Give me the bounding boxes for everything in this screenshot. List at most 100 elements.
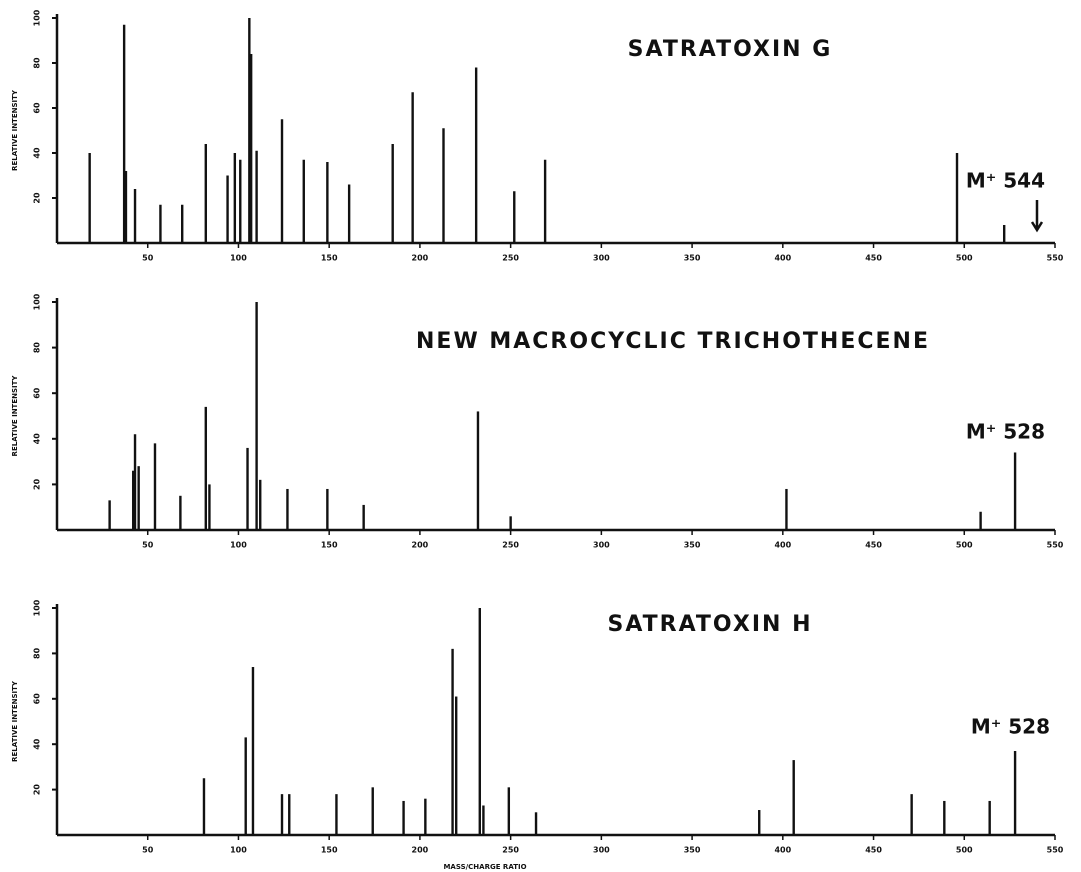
peak bbox=[246, 447, 249, 530]
peak bbox=[233, 153, 237, 243]
x-tick-label: 550 bbox=[1047, 254, 1064, 263]
y-axis-label: RELATIVE INTENSITY bbox=[11, 680, 19, 762]
peak bbox=[202, 778, 206, 835]
x-tick-label: 200 bbox=[412, 846, 429, 855]
peak bbox=[371, 787, 374, 835]
chart-title: NEW MACROCYCLIC TRICHOTHECENE bbox=[416, 329, 930, 354]
y-tick-label: 40 bbox=[33, 433, 42, 445]
x-tick-label: 550 bbox=[1047, 846, 1064, 855]
x-tick-label: 500 bbox=[956, 541, 973, 550]
peak bbox=[108, 500, 111, 530]
peak bbox=[179, 495, 182, 530]
peak bbox=[424, 798, 427, 835]
peak bbox=[133, 434, 137, 530]
x-tick-label: 150 bbox=[321, 254, 338, 263]
peak bbox=[326, 162, 329, 243]
x-tick-label: 500 bbox=[956, 846, 973, 855]
x-tick-label: 400 bbox=[774, 846, 791, 855]
x-tick-label: 250 bbox=[502, 254, 519, 263]
peak bbox=[326, 488, 329, 530]
x-tick-label: 500 bbox=[956, 254, 973, 263]
peak bbox=[153, 443, 157, 530]
x-tick-label: 100 bbox=[230, 541, 247, 550]
peak bbox=[239, 159, 242, 243]
x-tick-label: 150 bbox=[321, 846, 338, 855]
x-tick-label: 250 bbox=[502, 541, 519, 550]
peak bbox=[286, 488, 289, 530]
peak bbox=[758, 810, 761, 835]
peak bbox=[255, 302, 258, 530]
y-tick-label: 20 bbox=[33, 478, 42, 490]
peak bbox=[208, 484, 211, 530]
peak bbox=[362, 504, 365, 530]
y-tick-label: 20 bbox=[33, 192, 42, 204]
peak bbox=[507, 787, 511, 835]
peak bbox=[122, 24, 126, 243]
x-tick-label: 150 bbox=[321, 541, 338, 550]
y-tick-label: 80 bbox=[33, 342, 42, 354]
peak bbox=[335, 794, 338, 835]
y-tick-label: 40 bbox=[33, 738, 42, 750]
peak bbox=[478, 608, 481, 835]
y-tick-label: 40 bbox=[33, 147, 42, 159]
peak bbox=[204, 144, 207, 243]
molecular-ion-arrow bbox=[1030, 200, 1044, 233]
y-tick-label: 60 bbox=[33, 693, 42, 705]
x-tick-label: 450 bbox=[865, 254, 882, 263]
peak bbox=[402, 800, 405, 835]
x-tick-label: 250 bbox=[502, 846, 519, 855]
x-tick-label: 350 bbox=[684, 254, 701, 263]
x-tick-label: 550 bbox=[1047, 541, 1064, 550]
peak bbox=[137, 466, 140, 530]
x-tick-label: 450 bbox=[865, 846, 882, 855]
peak bbox=[226, 175, 229, 243]
peak bbox=[455, 696, 458, 835]
peak bbox=[244, 737, 247, 835]
peak bbox=[451, 648, 454, 835]
peak bbox=[280, 794, 284, 835]
chart-title: SATRATOXIN H bbox=[608, 612, 813, 637]
peak bbox=[910, 794, 913, 835]
x-tick-label: 300 bbox=[593, 254, 610, 263]
peak bbox=[302, 159, 305, 243]
y-tick-label: 20 bbox=[33, 784, 42, 796]
y-tick-label: 100 bbox=[33, 293, 42, 310]
peak bbox=[204, 406, 207, 530]
peak bbox=[391, 144, 394, 243]
y-tick-label: 100 bbox=[33, 599, 42, 616]
molecular-ion-label: M⁺ 528 bbox=[966, 420, 1045, 444]
peak bbox=[411, 92, 414, 243]
peak bbox=[159, 204, 162, 243]
peak bbox=[255, 150, 258, 243]
chart-title: SATRATOXIN G bbox=[628, 37, 833, 62]
peak bbox=[943, 800, 946, 835]
x-tick-label: 100 bbox=[230, 254, 247, 263]
molecular-ion-label: M⁺ 528 bbox=[971, 715, 1050, 739]
peak bbox=[259, 479, 262, 530]
peak bbox=[1002, 225, 1006, 243]
peak bbox=[955, 153, 959, 243]
peak bbox=[979, 511, 982, 530]
peak bbox=[347, 184, 351, 243]
peak bbox=[248, 18, 251, 243]
peak bbox=[785, 488, 788, 530]
x-tick-label: 350 bbox=[684, 846, 701, 855]
x-tick-label: 200 bbox=[412, 541, 429, 550]
y-tick-label: 80 bbox=[33, 647, 42, 659]
peak bbox=[280, 119, 284, 243]
peak bbox=[133, 189, 137, 243]
x-tick-label: 100 bbox=[230, 846, 247, 855]
x-tick-label: 350 bbox=[684, 541, 701, 550]
peak bbox=[1013, 751, 1017, 835]
peak bbox=[509, 516, 512, 530]
peak bbox=[181, 204, 184, 243]
y-axis-label: RELATIVE INTENSITY bbox=[11, 89, 19, 171]
x-tick-label: 300 bbox=[593, 541, 610, 550]
x-axis-label: MASS/CHARGE RATIO bbox=[443, 863, 526, 871]
y-tick-label: 80 bbox=[33, 57, 42, 69]
x-tick-label: 300 bbox=[593, 846, 610, 855]
peak bbox=[124, 171, 128, 243]
peak bbox=[534, 812, 538, 835]
